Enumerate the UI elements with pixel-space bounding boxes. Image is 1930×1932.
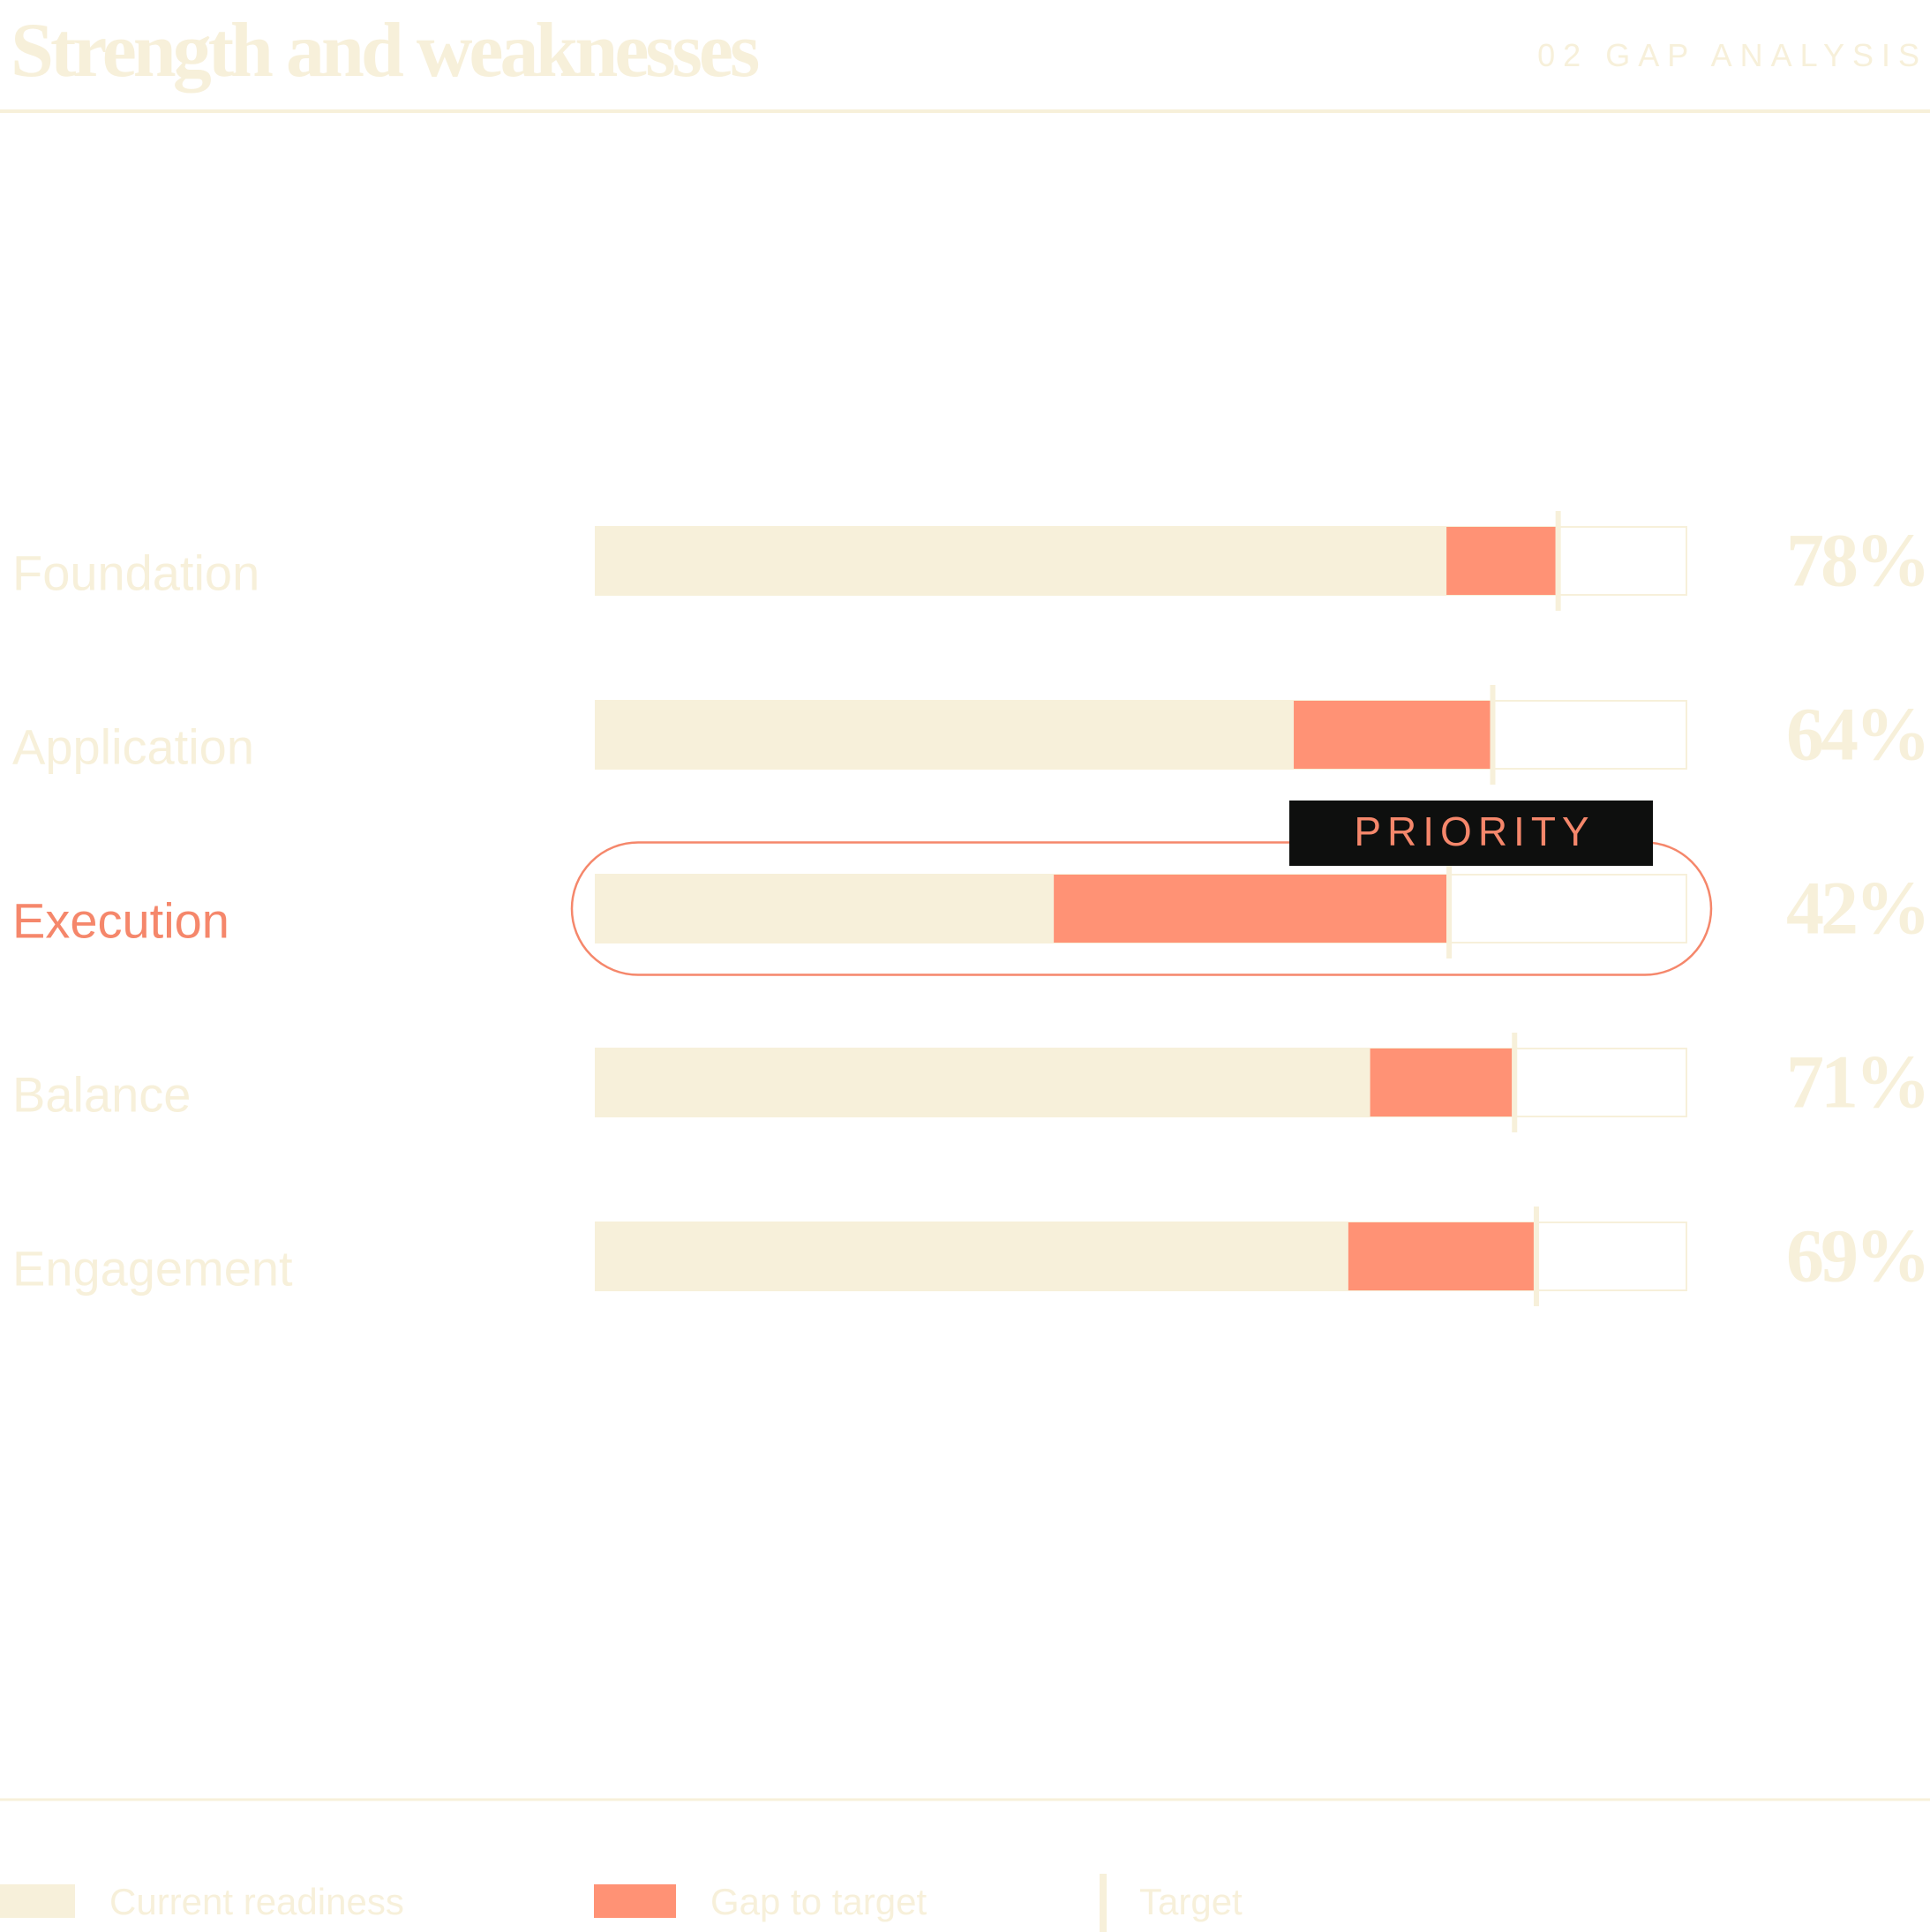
bar-current: [596, 875, 1055, 943]
value-label: 69%: [1786, 1214, 1927, 1298]
category-label: Balance: [12, 1067, 191, 1123]
value-label: 42%: [1786, 866, 1927, 951]
bar-gap: [1348, 1222, 1534, 1290]
category-label: Foundation: [12, 545, 259, 601]
category-label: Application: [12, 719, 254, 775]
highlight-outline: [570, 841, 1713, 976]
legend-label: Gap to target: [710, 1881, 927, 1922]
bar-gap: [1370, 1049, 1513, 1116]
category-label: Engagement: [12, 1241, 293, 1297]
value-label: 78%: [1786, 518, 1927, 603]
value-label: 71%: [1786, 1040, 1927, 1124]
value-label: 64%: [1786, 692, 1927, 777]
bar-gap: [1054, 875, 1447, 943]
category-label: Execution: [12, 893, 229, 949]
bar-gap: [1446, 527, 1556, 595]
chart-title: Strength and weaknesses: [11, 8, 759, 94]
chart-subtitle: 02 GAP ANALYSIS: [1537, 37, 1927, 73]
annotation-box: [1289, 801, 1653, 866]
legend-swatch: [0, 1884, 75, 1918]
annotation-text: PRIORITY: [1354, 808, 1595, 854]
bar-gap: [1294, 701, 1491, 769]
bar-current: [596, 701, 1295, 769]
bar-current: [596, 527, 1447, 595]
legend-label: Target: [1139, 1881, 1243, 1922]
legend-label: Current readiness: [109, 1881, 404, 1922]
bar-current: [596, 1222, 1348, 1290]
legend-swatch: [594, 1884, 676, 1918]
bar-current: [596, 1049, 1371, 1116]
